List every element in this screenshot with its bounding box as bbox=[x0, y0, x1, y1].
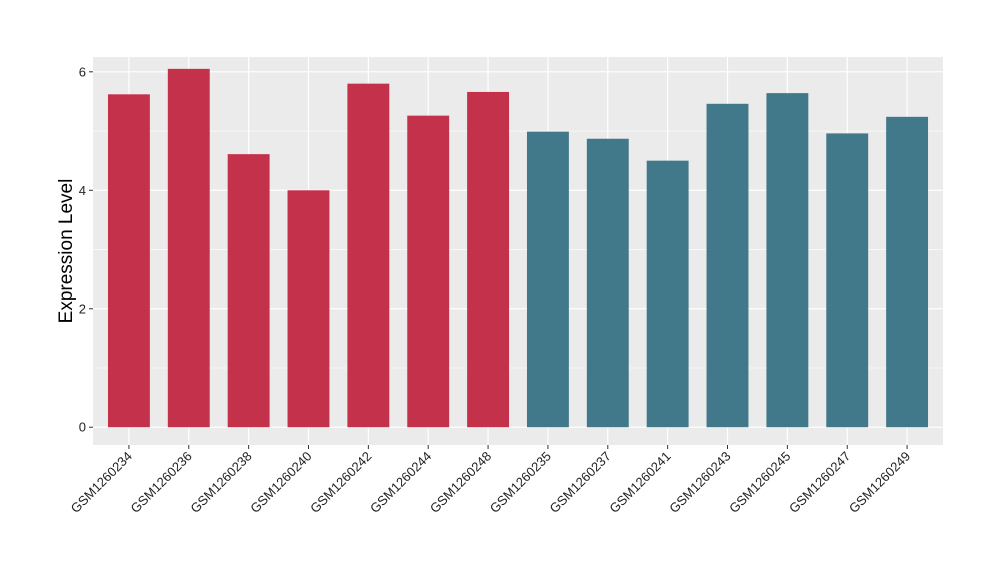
bar-GSM1260245 bbox=[766, 93, 809, 428]
y-tick-label: 6 bbox=[79, 64, 86, 79]
x-tick-label: GSM1260249 bbox=[846, 449, 913, 516]
y-tick-label: 0 bbox=[79, 420, 86, 435]
bars bbox=[107, 68, 929, 428]
y-tick-label: 2 bbox=[79, 301, 86, 316]
bar-GSM1260236 bbox=[167, 68, 210, 428]
x-tick-label: GSM1260241 bbox=[606, 449, 673, 516]
x-tick-label: GSM1260240 bbox=[247, 449, 314, 516]
bar-GSM1260235 bbox=[526, 131, 569, 428]
bar-GSM1260238 bbox=[227, 154, 270, 428]
x-tick-label: GSM1260243 bbox=[666, 449, 733, 516]
x-tick-label: GSM1260244 bbox=[367, 449, 434, 516]
plot-panel bbox=[93, 57, 943, 445]
x-tick-label: GSM1260247 bbox=[786, 449, 853, 516]
y-axis-title: Expression Level bbox=[56, 179, 77, 324]
bar-GSM1260237 bbox=[586, 138, 629, 428]
bar-GSM1260241 bbox=[646, 160, 689, 428]
x-tick-label: GSM1260235 bbox=[487, 449, 554, 516]
y-axis: 0 2 4 6 bbox=[79, 64, 93, 435]
x-tick-label: GSM1260248 bbox=[427, 449, 494, 516]
bar-GSM1260247 bbox=[826, 133, 869, 428]
x-tick-label: GSM1260242 bbox=[307, 449, 374, 516]
x-tick-label: GSM1260237 bbox=[547, 449, 614, 516]
x-tick-label: GSM1260238 bbox=[187, 449, 254, 516]
bar-GSM1260243 bbox=[706, 103, 749, 428]
x-tick-label: GSM1260236 bbox=[128, 449, 195, 516]
bar-GSM1260248 bbox=[467, 91, 510, 428]
y-tick-label: 4 bbox=[79, 183, 86, 198]
bar-GSM1260240 bbox=[287, 190, 330, 428]
x-axis: GSM1260234GSM1260236GSM1260238GSM1260240… bbox=[68, 445, 913, 516]
bar-GSM1260244 bbox=[407, 115, 450, 428]
x-tick-label: GSM1260245 bbox=[726, 449, 793, 516]
x-tick-label: GSM1260234 bbox=[68, 449, 135, 516]
bar-GSM1260234 bbox=[107, 94, 150, 428]
bar-GSM1260242 bbox=[347, 83, 390, 428]
bar-GSM1260249 bbox=[886, 116, 929, 428]
